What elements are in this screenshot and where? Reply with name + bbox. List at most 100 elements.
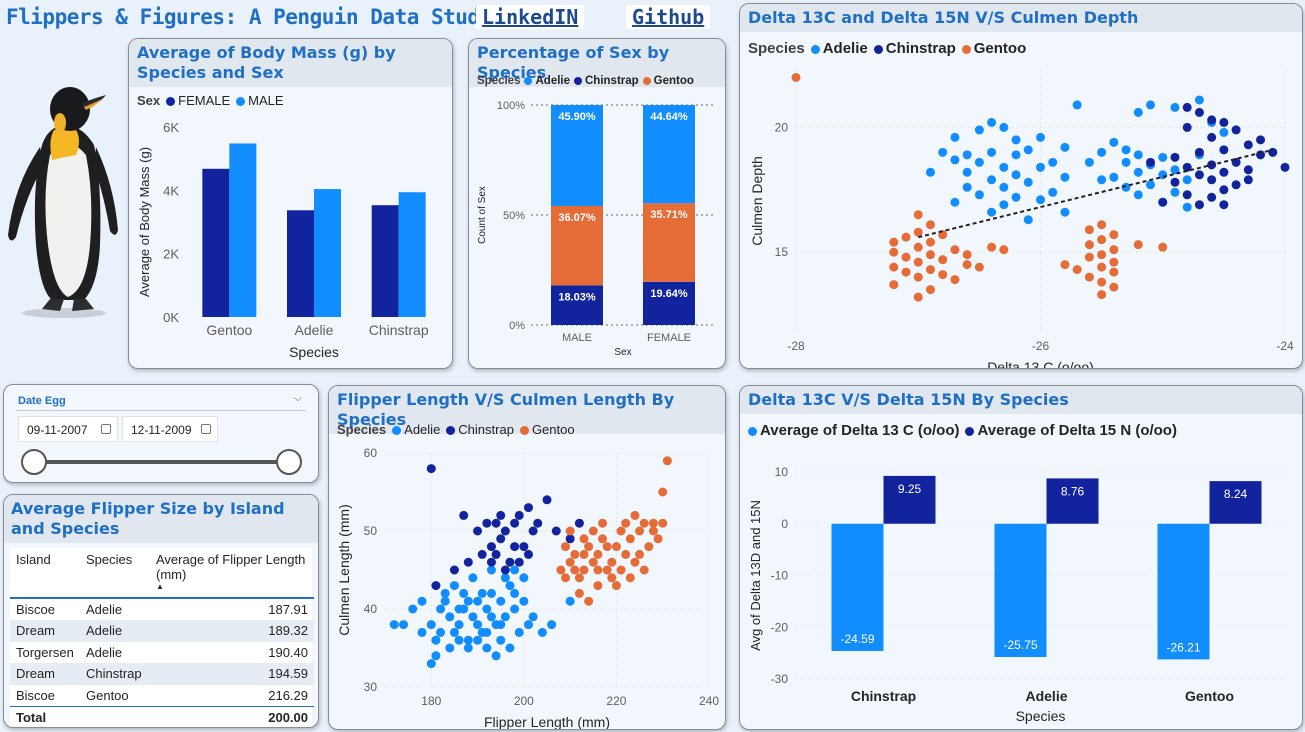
x-tick-label: FEMALE: [647, 332, 691, 344]
legend-gentoo[interactable]: Gentoo: [519, 422, 575, 437]
point-gentoo: [1084, 225, 1094, 235]
col-species[interactable]: Species: [80, 548, 150, 599]
point-adelie: [500, 612, 510, 622]
slicer-chevron-icon[interactable]: ⌵: [294, 393, 302, 404]
point-adelie: [1182, 175, 1192, 185]
point-gentoo: [574, 573, 584, 583]
point-adelie: [449, 581, 459, 591]
legend-delta13c[interactable]: Average of Delta 13 C (o/oo): [748, 422, 959, 439]
legend-chinstrap[interactable]: Chinstrap: [574, 75, 639, 87]
point-chinstrap: [1219, 200, 1229, 210]
body-mass-legend-title: Sex: [137, 93, 161, 108]
x-tick-label: Gentoo: [1185, 688, 1234, 704]
point-chinstrap: [1268, 147, 1278, 157]
sex-pct-title: Percentage of Sex by Species: [469, 39, 725, 87]
point-chinstrap: [1219, 185, 1229, 195]
linkedin-link[interactable]: LinkedIN: [476, 5, 585, 29]
x-axis-label: Flipper Length (mm): [484, 714, 610, 729]
point-chinstrap: [1194, 147, 1204, 157]
point-chinstrap: [1207, 132, 1217, 142]
point-gentoo: [913, 257, 923, 267]
point-adelie: [925, 167, 935, 177]
point-gentoo: [565, 557, 575, 567]
point-adelie: [486, 588, 496, 598]
point-adelie: [987, 175, 997, 185]
point-gentoo: [962, 260, 972, 270]
legend-adelie[interactable]: Adelie: [392, 422, 440, 437]
point-gentoo: [602, 565, 612, 575]
body-mass-panel: Average of Body Mass (g) by Species and …: [128, 38, 453, 369]
point-chinstrap: [551, 526, 561, 536]
point-chinstrap: [473, 526, 483, 536]
point-chinstrap: [459, 510, 469, 520]
point-adelie: [1011, 170, 1021, 180]
legend-adelie[interactable]: Adelie: [524, 75, 570, 87]
x-tick-label: -28: [787, 339, 805, 353]
point-chinstrap: [1256, 150, 1266, 160]
col-avg-flipper[interactable]: Average of Flipper Length (mm) ▲: [150, 548, 314, 599]
point-gentoo: [611, 542, 621, 552]
start-date-value: 09-11-2007: [27, 423, 88, 437]
point-adelie: [399, 620, 409, 630]
point-adelie: [477, 588, 487, 598]
table-row: Torgersen Adelie 190.40: [16, 644, 308, 660]
point-gentoo: [639, 565, 649, 575]
start-date-input[interactable]: 09-11-2007: [18, 416, 118, 442]
bar-delta13c-gentoo: [1157, 523, 1210, 660]
point-adelie: [1121, 145, 1131, 155]
end-date-input[interactable]: 12-11-2009: [122, 416, 218, 442]
point-gentoo: [588, 526, 598, 536]
point-gentoo: [1060, 260, 1070, 270]
point-adelie: [491, 651, 501, 661]
point-adelie: [445, 643, 455, 653]
date-slider-track[interactable]: [34, 460, 290, 464]
point-gentoo: [570, 565, 580, 575]
penguin-illustration: [8, 87, 118, 318]
point-gentoo: [974, 262, 984, 272]
bar-chinstrap-female: [643, 281, 695, 325]
legend-chinstrap[interactable]: Chinstrap: [446, 422, 514, 437]
point-chinstrap: [1219, 167, 1229, 177]
legend-chinstrap[interactable]: Chinstrap: [873, 40, 956, 57]
point-adelie: [1097, 175, 1107, 185]
legend-female[interactable]: FEMALE: [166, 93, 230, 108]
point-adelie: [519, 573, 529, 583]
y-tick-label: -10: [771, 569, 789, 583]
trend-line: [918, 148, 1274, 239]
point-adelie: [510, 588, 520, 598]
point-adelie: [505, 643, 515, 653]
point-gentoo: [588, 557, 598, 567]
point-chinstrap: [1231, 180, 1241, 190]
legend-gentoo[interactable]: Gentoo: [961, 40, 1026, 57]
y-tick-label: 50%: [503, 210, 525, 222]
y-tick-label: -20: [771, 620, 789, 634]
point-gentoo: [1097, 290, 1107, 300]
point-gentoo: [913, 227, 923, 237]
point-adelie: [974, 125, 984, 135]
github-link[interactable]: Github: [626, 5, 711, 29]
point-adelie: [1011, 135, 1021, 145]
legend-delta15n[interactable]: Average of Delta 15 N (o/oo): [965, 422, 1177, 439]
point-chinstrap: [1207, 115, 1217, 125]
point-adelie: [514, 627, 524, 637]
point-chinstrap: [463, 557, 473, 567]
point-gentoo: [1109, 230, 1119, 240]
legend-adelie[interactable]: Adelie: [810, 40, 868, 57]
point-adelie: [537, 627, 547, 637]
date-slider-end-handle[interactable]: [276, 449, 302, 475]
legend-gentoo[interactable]: Gentoo: [642, 75, 694, 87]
calendar-icon[interactable]: [201, 424, 211, 434]
point-adelie: [1036, 132, 1045, 142]
point-adelie: [496, 596, 506, 606]
point-chinstrap: [1182, 190, 1192, 200]
point-gentoo: [607, 557, 617, 567]
delta-bar-panel: Delta 13C V/S Delta 15N By Species Avera…: [739, 385, 1303, 730]
delta-legend-title: Species: [748, 40, 805, 57]
calendar-icon[interactable]: [101, 424, 111, 434]
point-adelie: [999, 182, 1009, 192]
bar-delta13c-adelie: [994, 523, 1047, 658]
date-slider-start-handle[interactable]: [21, 449, 47, 475]
point-gentoo: [561, 573, 571, 583]
col-island[interactable]: Island: [10, 548, 80, 599]
legend-male[interactable]: MALE: [236, 93, 284, 108]
